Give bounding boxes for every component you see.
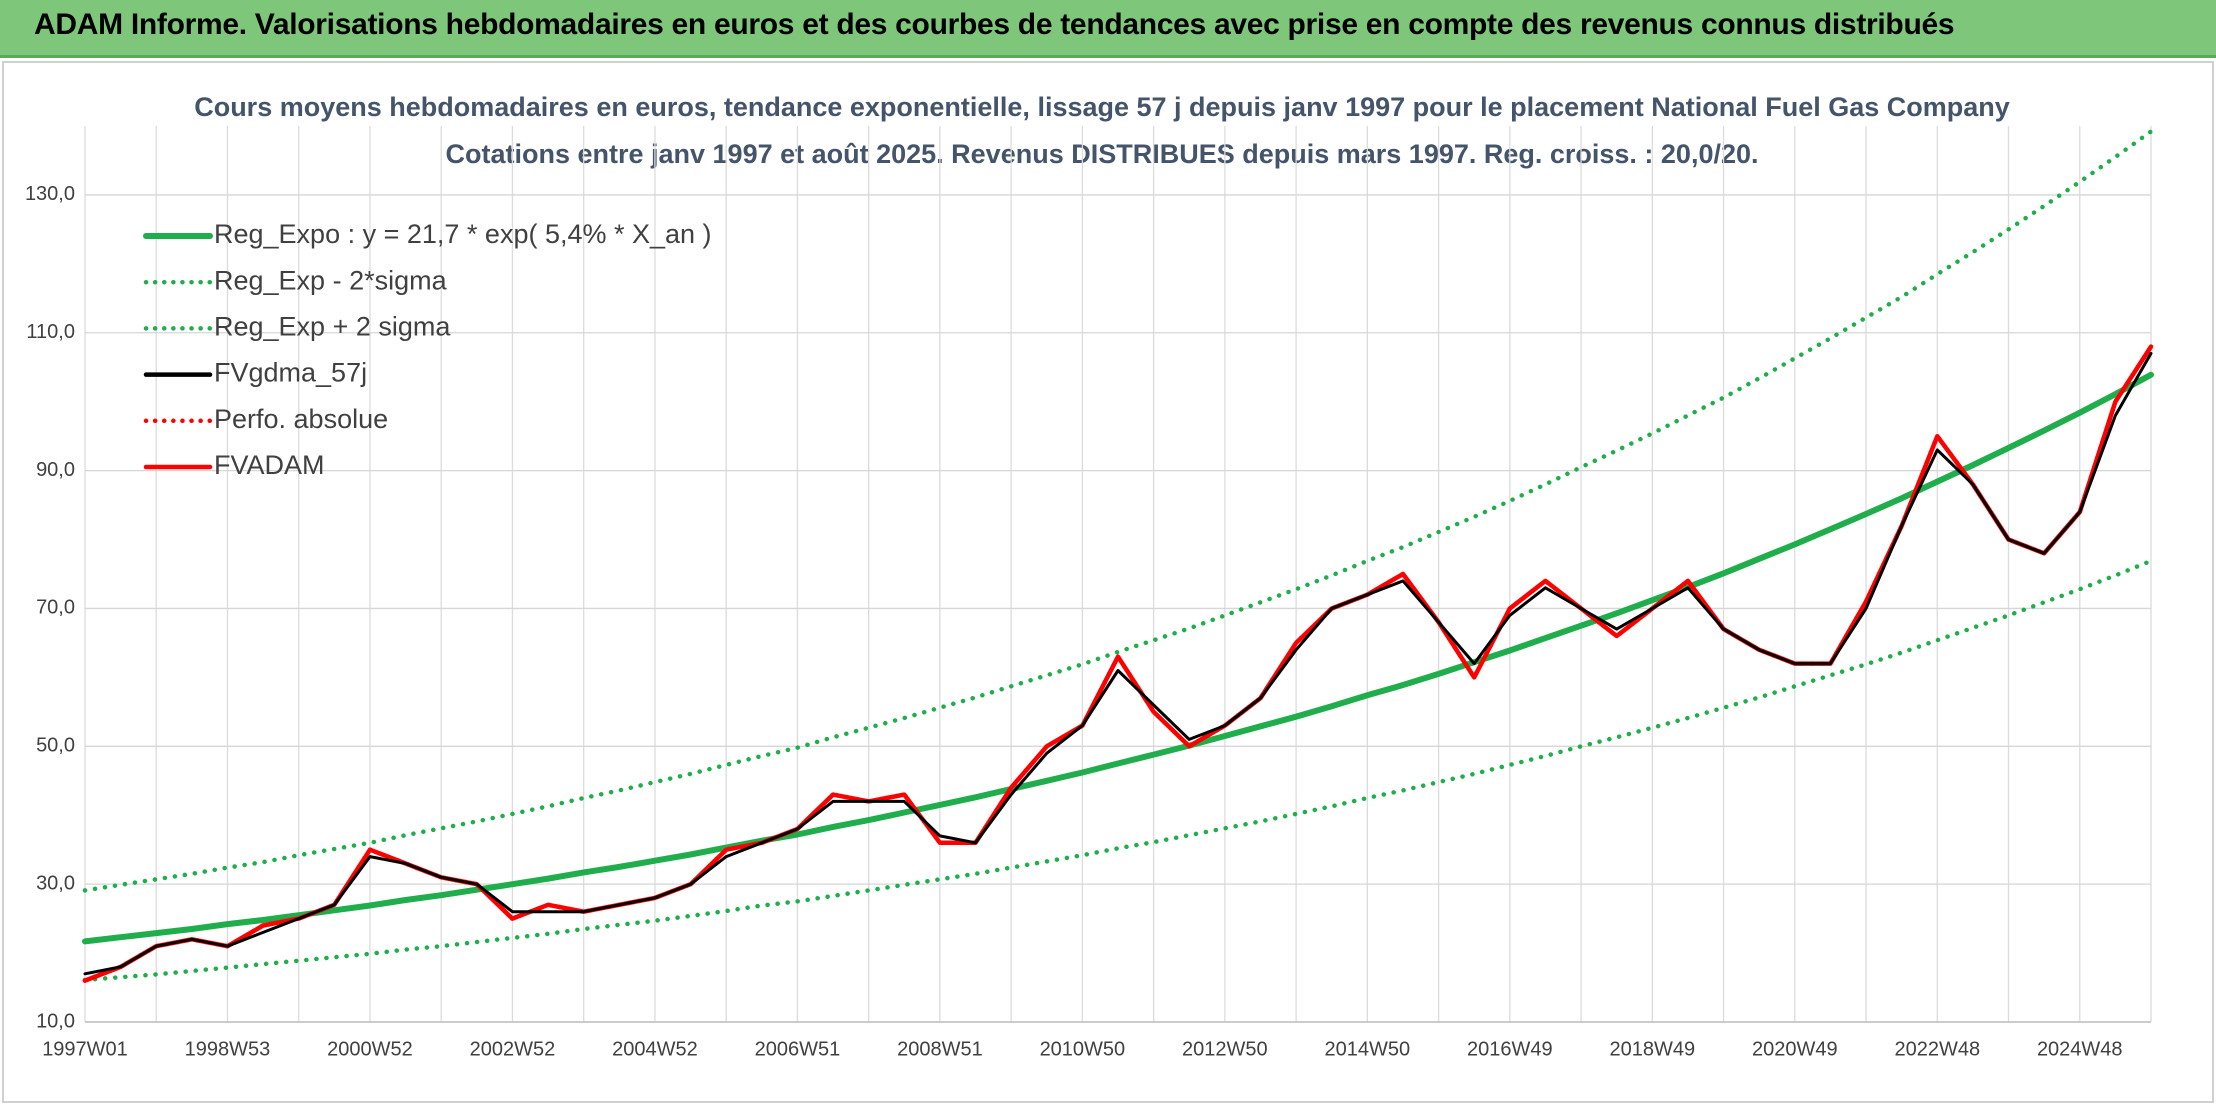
y-tick-label: 70,0 [36, 597, 75, 619]
x-tick-label: 2006W51 [755, 1038, 841, 1060]
x-tick-label: 2000W52 [327, 1038, 413, 1060]
legend-label: Reg_Expo : y = 21,7 * exp( 5,4% * X_an ) [214, 219, 712, 249]
x-tick-label: 2024W48 [2037, 1038, 2123, 1060]
x-tick-label: 2014W50 [1325, 1038, 1411, 1060]
x-tick-label: 1998W53 [185, 1038, 271, 1060]
series-line [82, 129, 2154, 893]
x-tick-label: 2002W52 [470, 1038, 556, 1060]
legend-label: Reg_Exp + 2 sigma [214, 312, 451, 342]
legend-label: FVgdma_57j [214, 358, 367, 388]
x-tick-label: 2012W50 [1182, 1038, 1268, 1060]
x-tick-label: 2020W49 [1752, 1038, 1838, 1060]
y-tick-label: 130,0 [25, 183, 75, 205]
series-line [82, 558, 2154, 983]
chart-frame [2, 61, 2214, 1103]
y-tick-label: 50,0 [36, 735, 75, 757]
series-line [83, 351, 2153, 976]
legend-label: Reg_Exp - 2*sigma [214, 265, 448, 295]
series-line [82, 371, 2154, 945]
y-tick-label: 30,0 [36, 872, 75, 894]
chart-title: Cours moyens hebdomadaires en euros, ten… [194, 92, 2010, 122]
chart: Cours moyens hebdomadaires en euros, ten… [2, 61, 2214, 1103]
x-tick-label: 2022W48 [1894, 1038, 1980, 1060]
y-tick-label: 110,0 [26, 321, 75, 343]
y-tick-label: 10,0 [36, 1010, 75, 1032]
x-tick-label: 1997W01 [42, 1038, 128, 1060]
y-tick-label: 90,0 [36, 459, 75, 481]
chart-subtitle: Cotations entre janv 1997 et août 2025. … [445, 139, 1758, 169]
x-tick-label: 2018W49 [1609, 1038, 1695, 1060]
x-tick-label: 2004W52 [612, 1038, 698, 1060]
x-tick-label: 2008W51 [897, 1038, 983, 1060]
x-tick-label: 2010W50 [1040, 1038, 1126, 1060]
legend-label: Perfo. absolue [214, 404, 388, 434]
legend-label: FVADAM [214, 450, 325, 480]
header-title: ADAM Informe. Valorisations hebdomadaire… [34, 8, 1955, 41]
x-tick-label: 2016W49 [1467, 1038, 1553, 1060]
header: ADAM Informe. Valorisations hebdomadaire… [0, 0, 2216, 58]
